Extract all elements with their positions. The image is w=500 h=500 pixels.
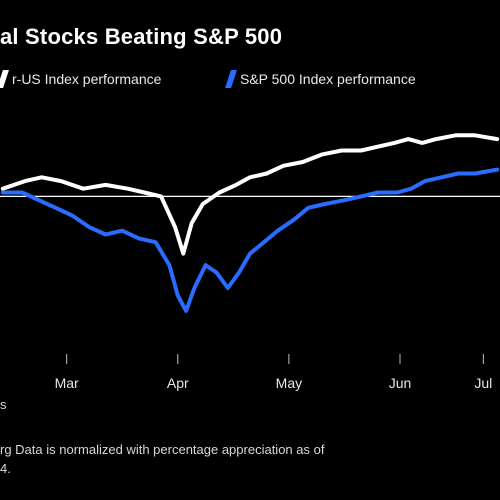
legend-label-blue: S&P 500 Index performance xyxy=(240,71,416,87)
footnote-line-2: 4. xyxy=(0,461,11,476)
series-line-blue xyxy=(0,167,500,313)
x-tick-label-apr: Apr xyxy=(167,375,189,391)
legend-label-white: r-US Index performance xyxy=(12,71,162,87)
x-tick-label-jun: Jun xyxy=(389,375,412,391)
chart-title: al Stocks Beating S&P 500 xyxy=(0,24,283,49)
legend-item-blue: S&P 500 Index performance xyxy=(225,70,416,88)
source-fragment: s xyxy=(0,397,7,412)
x-tick-label-may: May xyxy=(276,375,302,391)
chart-legend: r-US Index performance S&P 500 Index per… xyxy=(0,70,500,94)
series-line-white xyxy=(0,133,500,256)
x-tick-label-jul: Jul xyxy=(474,375,492,391)
x-tick-label-mar: Mar xyxy=(55,375,79,391)
chart-footnote: rg Data is normalized with percentage ap… xyxy=(0,440,500,478)
footnote-line-1: rg Data is normalized with percentage ap… xyxy=(0,442,325,457)
legend-item-white: r-US Index performance xyxy=(0,70,161,88)
